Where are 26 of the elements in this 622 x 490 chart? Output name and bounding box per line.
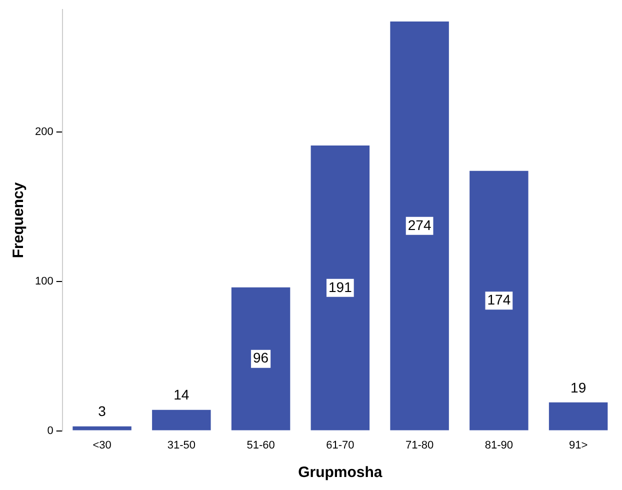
bar bbox=[548, 402, 608, 430]
data-label: 19 bbox=[570, 379, 586, 396]
data-label: 274 bbox=[408, 216, 432, 233]
x-axis-title: Grupmosha bbox=[298, 464, 383, 482]
bar bbox=[390, 22, 449, 430]
x-tick-label: 81-90 bbox=[484, 439, 514, 452]
y-tick-label: 0 bbox=[47, 424, 54, 437]
bar bbox=[72, 426, 132, 430]
data-label: 3 bbox=[98, 403, 106, 420]
x-tick-label: 91> bbox=[568, 439, 588, 452]
y-tick-label: 100 bbox=[34, 275, 54, 288]
bar bbox=[231, 287, 290, 430]
data-label: 96 bbox=[253, 350, 269, 366]
x-tick-label: 61-70 bbox=[326, 439, 354, 452]
data-label: 174 bbox=[487, 291, 511, 308]
bar bbox=[310, 146, 370, 430]
bar bbox=[152, 410, 211, 430]
bar bbox=[470, 170, 528, 430]
data-label: 191 bbox=[328, 278, 352, 295]
y-tick-label: 200 bbox=[34, 126, 54, 138]
x-tick-label: <30 bbox=[92, 439, 112, 452]
x-tick-label: 31-50 bbox=[167, 439, 196, 452]
x-tick-label: 71-80 bbox=[405, 439, 434, 452]
y-axis-title: Frequency bbox=[10, 182, 28, 258]
data-label: 14 bbox=[174, 386, 190, 403]
x-tick-label: 51-60 bbox=[246, 439, 275, 452]
